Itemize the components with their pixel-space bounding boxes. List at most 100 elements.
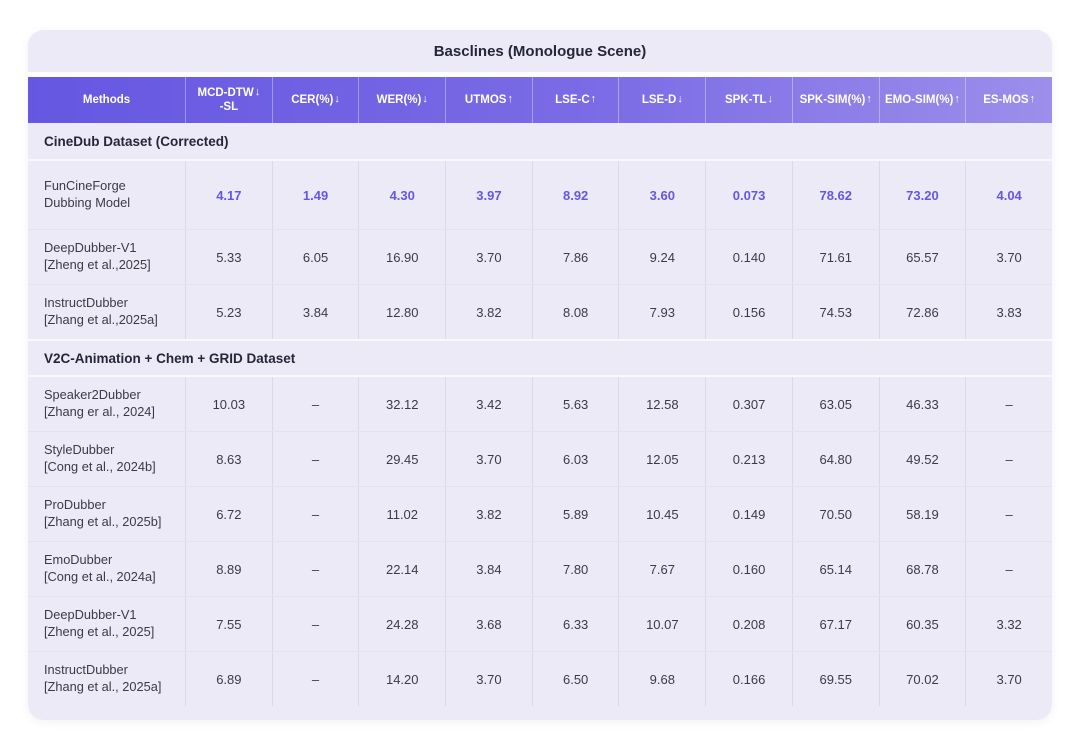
value-cell: 3.68 <box>445 597 532 651</box>
value-cell: 68.78 <box>878 542 966 596</box>
value-cell: 7.93 <box>618 285 705 339</box>
value-cell: 3.82 <box>445 285 532 339</box>
method-citation: [Zhang et al., 2025b] <box>44 514 162 529</box>
value-cell: – <box>271 432 359 486</box>
value-cell: 5.63 <box>531 377 619 431</box>
table-row: EmoDubber [Cong et al., 2024a] 8.89–22.14 3… <box>28 541 1052 596</box>
value-cell: 4.04 <box>965 161 1052 229</box>
column-header-label: ES-MOS <box>983 93 1029 106</box>
value-cell: 10.45 <box>618 487 705 541</box>
method-cell: ProDubber [Zhang et al., 2025b] <box>28 487 185 541</box>
value-cell: 9.24 <box>618 230 705 284</box>
method-name: DeepDubber-V1 <box>44 607 137 623</box>
value-cell: 70.02 <box>878 652 966 706</box>
method-citation: [Cong et al., 2024b] <box>44 459 156 474</box>
value-cell: 3.70 <box>445 230 532 284</box>
column-header-wer: WER(%) ↓ <box>358 77 445 123</box>
arrow-down-icon: ↓ <box>334 93 340 106</box>
value-cell: 3.60 <box>618 161 705 229</box>
section-rows: Speaker2Dubber [Zhang er al., 2024] 10.03–… <box>28 377 1052 706</box>
value-cell: 12.05 <box>618 432 705 486</box>
value-cell: – <box>271 542 359 596</box>
column-header-label: WER(%) <box>376 93 422 106</box>
value-cell: 70.50 <box>791 487 879 541</box>
arrow-up-icon: ↑ <box>1029 93 1036 106</box>
arrow-down-icon: ↓ <box>767 93 774 106</box>
method-cell: Speaker2Dubber [Zhang er al., 2024] <box>28 377 185 431</box>
column-header-label: MCD-DTW <box>197 86 254 99</box>
value-cell: 4.30 <box>358 161 445 229</box>
column-header-label: LSE-D <box>641 93 677 106</box>
value-cell: 3.70 <box>445 652 532 706</box>
title-divider <box>28 72 1052 77</box>
value-cell: 3.70 <box>965 230 1052 284</box>
value-cell: 3.97 <box>445 161 532 229</box>
value-cell: 6.33 <box>531 597 619 651</box>
value-cell: 12.58 <box>618 377 705 431</box>
value-cell: 65.14 <box>791 542 879 596</box>
table-header-row: Methods MCD-DTW ↓ -SL CER(%) ↓ WER(%) ↓ UTMOS ↑ LS… <box>28 77 1052 123</box>
arrow-down-icon: ↓ <box>254 85 261 98</box>
value-cell: 0.160 <box>705 542 792 596</box>
table-row: InstructDubber [Zhang et al.,2025a] 5.23 3.… <box>28 284 1052 339</box>
column-header-cer: CER(%) ↓ <box>271 77 359 123</box>
method-cell: StyleDubber [Cong et al., 2024b] <box>28 432 185 486</box>
method-name: InstructDubber <box>44 295 128 311</box>
value-cell: 12.80 <box>358 285 445 339</box>
value-cell: – <box>965 377 1052 431</box>
method-cell: InstructDubber [Zhang et al.,2025a] <box>28 285 185 339</box>
method-citation: [Zhang et al.,2025a] <box>44 312 158 327</box>
value-cell: 6.72 <box>185 487 272 541</box>
table-row: DeepDubber-V1 [Zheng et al., 2025] 7.55–24… <box>28 596 1052 651</box>
arrow-up-icon: ↑ <box>590 93 597 106</box>
value-cell: 78.62 <box>791 161 879 229</box>
value-cell: 3.84 <box>271 285 359 339</box>
method-name: ProDubber <box>44 497 106 513</box>
table-row: FunCineForge Dubbing Model 4.17 1.49 4.30 3.9… <box>28 161 1052 229</box>
value-cell: 69.55 <box>791 652 879 706</box>
column-header-es-mos: ES-MOS ↑ <box>965 77 1052 123</box>
column-header-label: SPK-TL <box>725 93 767 106</box>
method-citation: [Zhang et al., 2025a] <box>44 679 162 694</box>
section-rows: FunCineForge Dubbing Model 4.17 1.49 4.30 3.9… <box>28 161 1052 339</box>
method-name: InstructDubber <box>44 662 128 678</box>
method-citation: Dubbing Model <box>44 195 131 210</box>
method-name: DeepDubber-V1 <box>44 240 137 256</box>
value-cell: 7.67 <box>618 542 705 596</box>
value-cell: 3.70 <box>445 432 532 486</box>
value-cell: 14.20 <box>358 652 445 706</box>
column-header-lse-d: LSE-D ↓ <box>618 77 705 123</box>
column-header-mcd-dtw: MCD-DTW ↓ -SL <box>185 77 272 123</box>
value-cell: – <box>965 432 1052 486</box>
value-cell: 3.84 <box>445 542 532 596</box>
method-cell: EmoDubber [Cong et al., 2024a] <box>28 542 185 596</box>
table-row: InstructDubber [Zhang et al., 2025a] 6.89–… <box>28 651 1052 706</box>
value-cell: 0.307 <box>705 377 792 431</box>
value-cell: 5.33 <box>185 230 272 284</box>
column-header-label: SPK-SIM(%) <box>799 93 866 106</box>
column-header-label: CER(%) <box>291 93 334 106</box>
method-citation: [Zheng et al.,2025] <box>44 257 151 272</box>
column-header-label-line2: -SL <box>219 101 239 113</box>
table-row: DeepDubber-V1 [Zheng et al.,2025] 5.33 6.05… <box>28 229 1052 284</box>
column-header-label: Methods <box>82 93 131 106</box>
value-cell: 5.23 <box>185 285 272 339</box>
value-cell: 0.213 <box>705 432 792 486</box>
value-cell: 74.53 <box>791 285 879 339</box>
value-cell: 5.89 <box>531 487 619 541</box>
value-cell: 3.82 <box>445 487 532 541</box>
value-cell: 7.55 <box>185 597 272 651</box>
column-header-label: UTMOS <box>464 93 507 106</box>
value-cell: 9.68 <box>618 652 705 706</box>
value-cell: 58.19 <box>878 487 966 541</box>
value-cell: 10.07 <box>618 597 705 651</box>
section-heading: V2C-Animation + Chem + GRID Dataset <box>28 339 1052 377</box>
value-cell: 0.208 <box>705 597 792 651</box>
value-cell: – <box>271 377 359 431</box>
value-cell: – <box>965 542 1052 596</box>
value-cell: 32.12 <box>358 377 445 431</box>
value-cell: 3.42 <box>445 377 532 431</box>
value-cell: 29.45 <box>358 432 445 486</box>
value-cell: 7.86 <box>531 230 619 284</box>
column-header-methods: Methods <box>28 77 185 123</box>
